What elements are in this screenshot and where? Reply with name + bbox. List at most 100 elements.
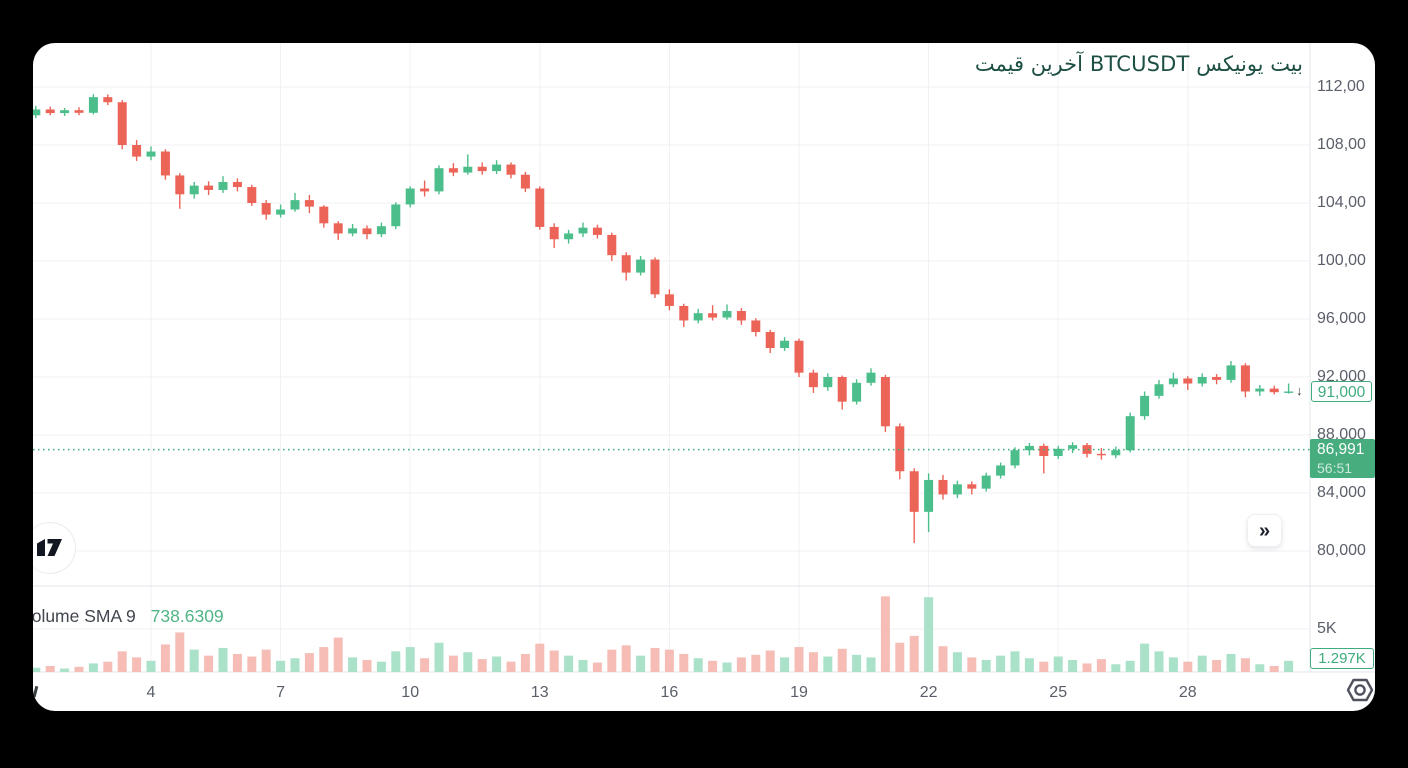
candle-body [362,228,372,235]
date-axis-label: 13 [530,684,549,701]
volume-bar [1212,659,1222,672]
volume-bar [621,645,631,672]
volume-bar [362,659,372,672]
volume-bar [88,663,98,672]
volume-bar [1010,651,1020,672]
volume-bar [232,653,242,672]
volume-bar [564,655,574,672]
volume-bar [1269,665,1279,672]
candle-body [304,200,314,207]
volume-bar [1240,658,1250,672]
volume-bar [679,653,689,672]
volume-bar [693,658,703,672]
candle-body [650,259,660,295]
volume-bar [477,659,487,672]
candle-body [1284,391,1294,393]
candle-body [261,203,271,215]
candle-body [549,226,559,240]
candle-body [247,187,257,203]
price-axis-label: 96,000 [1317,310,1366,327]
candle-body [189,185,199,195]
candle-body [765,332,775,348]
volume-bar [823,656,833,672]
volume-bar [333,637,343,672]
tradingview-logo[interactable] [33,522,76,574]
volume-bar [592,662,602,672]
date-axis-label: 10 [401,684,420,701]
volume-bar [664,649,674,672]
volume-bar [866,657,876,672]
candle-body [679,305,689,321]
tradingview-logo-icon [37,539,62,556]
date-axis-label: 19 [790,684,808,701]
volume-bar [420,658,430,672]
candle-body [909,471,919,512]
collapse-axis-button[interactable]: » [1247,514,1282,547]
volume-legend[interactable]: Volume SMA 9 738.6309 [33,606,224,627]
volume-bar [549,650,559,672]
candle-body [794,340,804,373]
candle-body [722,311,732,318]
volume-bar [376,661,386,672]
volume-bar [909,635,919,672]
volume-bar [780,657,790,672]
volume-bar [218,647,228,672]
candlestick-chart-canvas[interactable] [33,43,1375,711]
volume-bar [751,654,761,672]
candle-body [780,340,790,348]
candle-body [463,166,473,173]
current-price-label: 86,991 56:51 [1310,439,1375,478]
volume-bar [880,596,890,672]
candle-body [693,313,703,321]
volume-bar [132,657,142,672]
volume-bar [1082,663,1092,672]
volume-bar [448,655,458,672]
candle-body [578,227,588,234]
candle-body [492,164,502,172]
candle-body [751,320,761,333]
volume-bar [924,597,934,672]
volume-bar [535,643,545,672]
price-axis-label: 92,000 [1317,368,1366,385]
volume-bar [607,649,617,672]
candle-body [1140,395,1150,417]
volume-bar [1168,657,1178,672]
volume-bar [981,659,991,672]
volume-bar [1039,661,1049,672]
chart-card: بیت یونیکس BTCUSDT آخرین قیمت 112,00 108,… [33,43,1375,711]
settings-icon[interactable] [1346,676,1374,704]
candle-body [852,382,862,402]
volume-bar [952,652,962,672]
candle-body [967,484,977,489]
candle-body [924,479,934,512]
candle-body [607,234,617,256]
candle-body [1168,378,1178,385]
candle-body [564,233,574,240]
candle-body [506,164,516,175]
candle-body [117,102,127,145]
volume-bar [1284,660,1294,672]
candle-body [88,97,98,113]
candle-body [938,479,948,495]
candle-body [1154,384,1164,396]
volume-bar [765,650,775,672]
candle-body [1240,365,1250,392]
candle-body [1039,445,1049,457]
candle-body [218,181,228,190]
volume-bar [204,655,214,672]
candle-body [204,185,214,190]
candle-body [1125,416,1135,451]
volume-bar [74,666,84,672]
volume-bar [304,653,314,672]
candle-body [1226,365,1236,380]
volume-bar [319,647,329,672]
volume-axis-tick: 5K [1317,620,1337,637]
volume-bar [520,653,530,672]
candle-body [103,97,113,103]
candle-body [1082,445,1092,454]
candle-body [952,484,962,495]
candle-body [808,372,818,388]
volume-bar [290,658,300,672]
candle-body [132,145,142,157]
volume-bar [852,654,862,672]
